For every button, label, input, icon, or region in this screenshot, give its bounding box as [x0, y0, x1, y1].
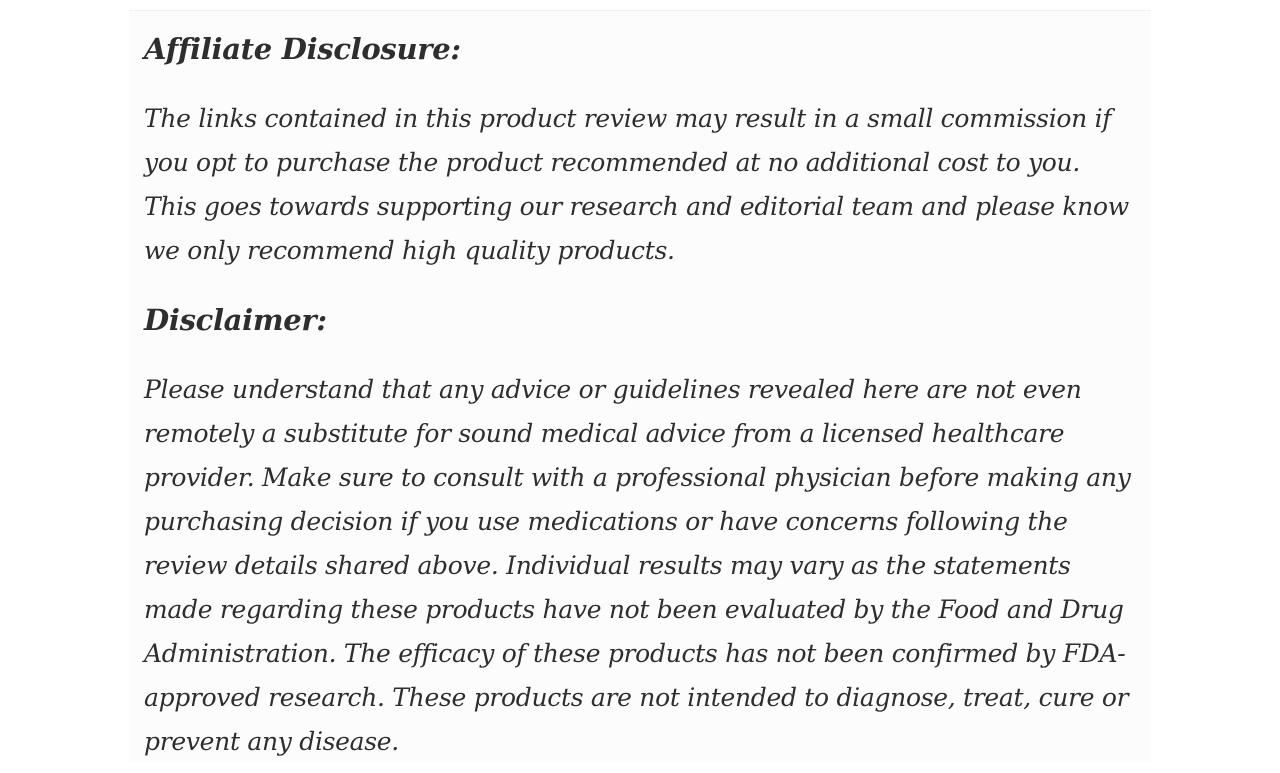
affiliate-disclosure-heading: Affiliate Disclosure:: [144, 32, 461, 66]
affiliate-disclosure-paragraph: The links contained in this product revi…: [144, 103, 1129, 265]
article-content-card: Affiliate Disclosure: The links containe…: [129, 10, 1151, 762]
disclaimer-heading: Disclaimer:: [144, 302, 327, 337]
affiliate-disclosure-section: Affiliate Disclosure: The links containe…: [144, 32, 1131, 273]
disclaimer-paragraph: Please understand that any advice or gui…: [144, 374, 1131, 756]
disclaimer-section: Disclaimer: Please understand that any a…: [144, 303, 1131, 764]
